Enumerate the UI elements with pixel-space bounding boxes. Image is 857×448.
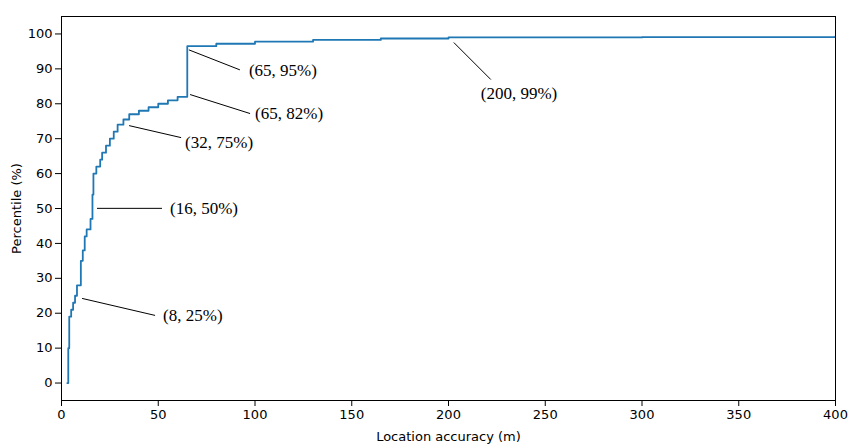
svg-text:80: 80	[36, 96, 53, 111]
svg-text:(200, 99%): (200, 99%)	[481, 84, 557, 103]
svg-text:250: 250	[533, 407, 558, 422]
svg-text:20: 20	[36, 305, 53, 320]
svg-text:(32, 75%): (32, 75%)	[185, 133, 253, 152]
svg-text:(65, 95%): (65, 95%)	[249, 61, 317, 80]
svg-text:100: 100	[28, 26, 53, 41]
svg-text:150: 150	[339, 407, 364, 422]
svg-text:(8, 25%): (8, 25%)	[163, 306, 222, 325]
svg-text:50: 50	[36, 201, 53, 216]
svg-text:300: 300	[630, 407, 655, 422]
svg-text:50: 50	[150, 407, 167, 422]
svg-text:0: 0	[57, 407, 65, 422]
svg-text:(16, 50%): (16, 50%)	[170, 199, 238, 218]
svg-text:40: 40	[36, 236, 53, 251]
svg-text:(65, 82%): (65, 82%)	[255, 104, 323, 123]
svg-text:Location accuracy (m): Location accuracy (m)	[376, 429, 521, 444]
svg-text:10: 10	[36, 340, 53, 355]
svg-text:90: 90	[36, 61, 53, 76]
svg-text:70: 70	[36, 131, 53, 146]
svg-text:100: 100	[243, 407, 268, 422]
svg-text:60: 60	[36, 166, 53, 181]
svg-text:30: 30	[36, 270, 53, 285]
svg-text:0: 0	[44, 375, 52, 390]
svg-text:400: 400	[823, 407, 848, 422]
svg-text:350: 350	[726, 407, 751, 422]
svg-text:200: 200	[436, 407, 461, 422]
svg-text:Percentile (%): Percentile (%)	[9, 163, 24, 254]
